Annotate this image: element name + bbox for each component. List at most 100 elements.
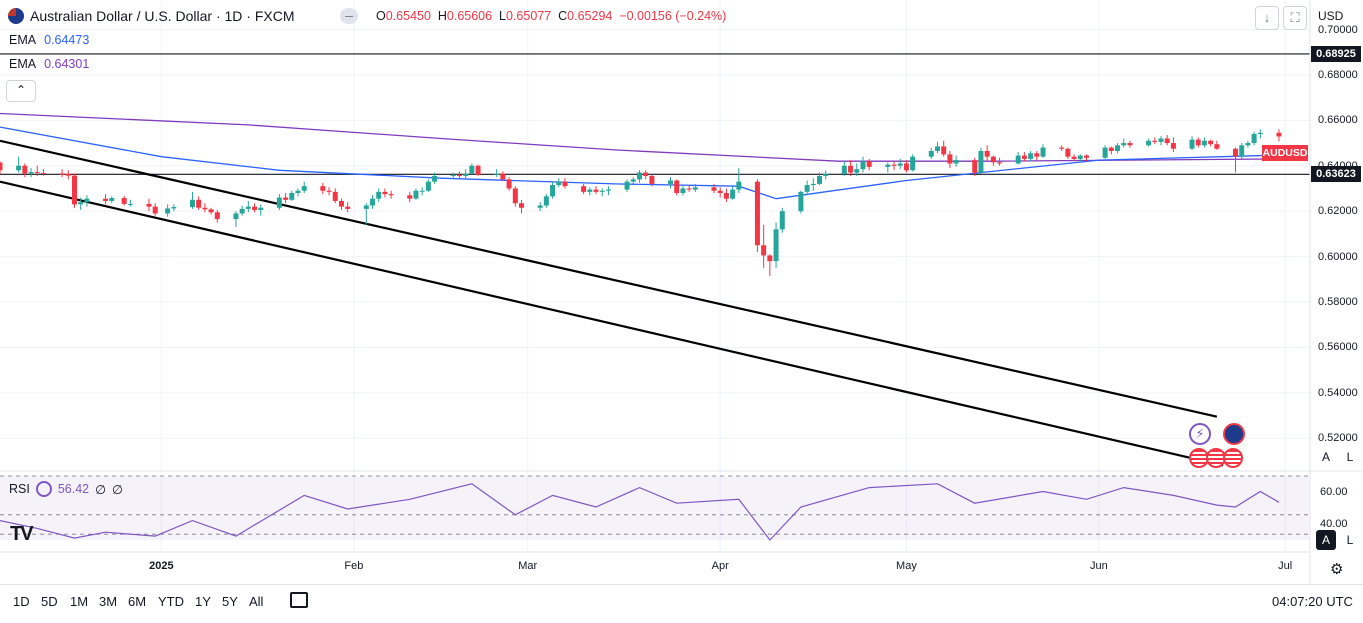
tradingview-logo[interactable]: TV (10, 523, 34, 545)
candle (407, 191, 413, 203)
rsi-legend[interactable]: RSI 56.42 ∅ ∅ (9, 481, 123, 497)
auto-scale-button[interactable]: A (1321, 450, 1330, 464)
lightning-event-icon[interactable]: ⚡ (1189, 423, 1211, 445)
candle (1164, 135, 1170, 146)
candle-body (686, 188, 692, 190)
range-button-5y[interactable]: 5Y (222, 594, 238, 609)
candle (276, 194, 282, 211)
candle (146, 198, 152, 212)
candle (810, 178, 816, 191)
fullscreen-icon[interactable]: ⛶ (1283, 6, 1307, 30)
candle (59, 169, 65, 178)
price-tick: 0.58000 (1318, 295, 1358, 308)
symbol-header[interactable]: Australian Dollar / U.S. Dollar · 1D · F… (8, 6, 295, 26)
candle-body (1239, 145, 1245, 157)
rsi-auto-scale-button[interactable]: A (1316, 530, 1336, 550)
rsi-levels (0, 475, 1310, 535)
range-button-1m[interactable]: 1M (70, 594, 89, 609)
range-button-ytd[interactable]: YTD (158, 594, 184, 609)
collapse-legend-button[interactable]: – (340, 8, 358, 24)
candle-body (804, 185, 810, 192)
candle (978, 147, 984, 174)
horizontal-lines (0, 53, 1310, 175)
range-button-all[interactable]: All (249, 594, 264, 609)
ema-fast-legend[interactable]: EMA 0.64473 (9, 33, 90, 47)
log-scale-button[interactable]: L (1346, 450, 1354, 464)
candle (605, 186, 611, 196)
candle-body (866, 161, 872, 167)
candle (295, 188, 301, 197)
price-tick: 0.68000 (1318, 68, 1358, 81)
candle (1034, 150, 1040, 161)
candle-body (413, 190, 419, 199)
candle (1276, 129, 1282, 142)
candle-body (121, 197, 127, 204)
rsi-log-scale-button[interactable]: L (1346, 533, 1354, 547)
candle-body (59, 173, 65, 175)
rsi-settings-icon[interactable] (35, 481, 52, 497)
ema-slow-legend[interactable]: EMA 0.64301 (9, 57, 90, 71)
candle-body (239, 208, 245, 214)
candle (320, 182, 326, 195)
candle (723, 188, 729, 203)
candle-body (941, 146, 947, 155)
time-tick: Feb (344, 560, 364, 572)
candle (798, 190, 804, 214)
candle (903, 160, 909, 173)
candle (171, 204, 177, 212)
download-icon[interactable]: ↓ (1255, 6, 1279, 30)
candle-body (456, 174, 462, 176)
candle (934, 141, 940, 154)
us-event-icon[interactable] (1223, 448, 1243, 468)
candle-body (674, 180, 680, 193)
candle-body (978, 150, 984, 173)
candle (947, 150, 953, 169)
range-button-6m[interactable]: 6M (128, 594, 147, 609)
au-event-icon[interactable] (1223, 423, 1245, 445)
candle (16, 156, 22, 173)
range-button-1y[interactable]: 1Y (195, 594, 211, 609)
candle-body (34, 172, 40, 174)
candle-body (817, 175, 823, 184)
candle-body (1127, 143, 1133, 146)
candle (556, 178, 562, 188)
candle-body (1077, 155, 1083, 159)
calendar-icon[interactable] (290, 592, 308, 608)
collapse-indicators-button[interactable]: ⌃ (6, 80, 36, 102)
candle-body (233, 213, 239, 220)
candle (363, 203, 369, 225)
candle (1115, 143, 1121, 154)
candle (65, 170, 71, 180)
candle-body (1276, 132, 1282, 137)
candle-body (196, 199, 202, 208)
candle-body (1232, 148, 1238, 157)
candle-body (407, 195, 413, 199)
candle (1189, 136, 1195, 150)
range-button-5d[interactable]: 5D (41, 594, 58, 609)
candle-body (258, 207, 264, 211)
currency-select[interactable]: USD (1318, 9, 1344, 23)
candle-body (0, 162, 3, 171)
candle-body (1251, 133, 1257, 144)
candle-body (506, 179, 512, 189)
candle (1201, 137, 1207, 148)
price-grid (0, 29, 1310, 439)
range-button-1d[interactable]: 1D (13, 594, 30, 609)
candle (252, 203, 258, 213)
candle-body (450, 174, 456, 176)
candle (1121, 138, 1127, 148)
candle-body (581, 186, 587, 192)
candle (636, 170, 642, 183)
candle (289, 190, 295, 201)
candle (984, 145, 990, 162)
candle-body (885, 164, 891, 167)
candle (550, 181, 556, 199)
candle-body (810, 183, 816, 186)
range-button-3m[interactable]: 3M (99, 594, 118, 609)
gear-icon[interactable]: ⚙ (1330, 561, 1344, 578)
candle (84, 195, 90, 207)
candle (1245, 140, 1251, 148)
time-tick: Apr (711, 560, 729, 572)
change-value: −0.00156 (−0.24%) (619, 9, 727, 23)
